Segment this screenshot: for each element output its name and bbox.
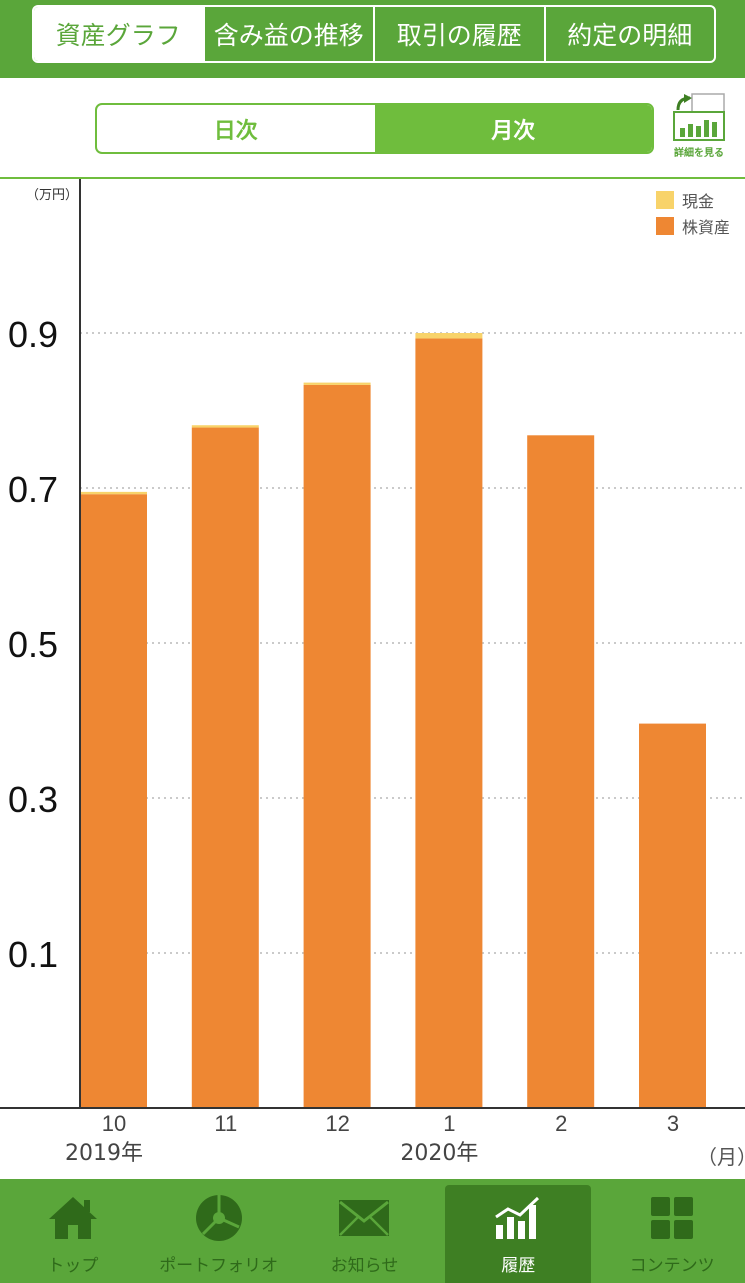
- bar-stock: [527, 435, 594, 1108]
- y-axis-unit: （万円）: [26, 184, 78, 203]
- legend-item-cash: 現金: [656, 187, 730, 213]
- tab-execution-details[interactable]: 約定の明細: [544, 7, 715, 61]
- bar-cash: [192, 425, 259, 427]
- nav-history[interactable]: 履歴: [445, 1185, 591, 1283]
- grid-icon: [646, 1193, 698, 1243]
- daily-button[interactable]: 日次: [97, 105, 375, 152]
- bar-cash: [80, 492, 147, 494]
- top-tab-bar: 資産グラフ 含み益の推移 取引の履歴 約定の明細: [0, 0, 745, 78]
- tab-trade-history[interactable]: 取引の履歴: [373, 7, 544, 61]
- bottom-nav: トップ ポートフォリオ お知らせ: [0, 1179, 745, 1283]
- x-tick-label: 12: [325, 1111, 349, 1136]
- nav-portfolio[interactable]: ポートフォリオ: [146, 1179, 292, 1283]
- y-tick-label: 0.1: [8, 934, 58, 975]
- x-axis-unit: （月）: [697, 1141, 745, 1170]
- asset-chart: 0.10.30.50.70.9102019年111212020年23 （万円） …: [0, 179, 745, 1179]
- y-tick-label: 0.7: [8, 469, 58, 510]
- period-toggle: 日次 月次: [95, 103, 654, 154]
- home-icon: [47, 1193, 99, 1243]
- x-tick-label: 1: [443, 1111, 455, 1136]
- bar-cash: [415, 333, 482, 338]
- x-tick-label: 11: [214, 1111, 237, 1136]
- bar-chart-detail-icon: [667, 92, 731, 142]
- x-tick-label: 3: [667, 1111, 679, 1136]
- y-tick-label: 0.3: [8, 779, 58, 820]
- nav-label-portfolio: ポートフォリオ: [159, 1251, 278, 1276]
- period-toolbar: 日次 月次 詳細を見る: [0, 78, 745, 179]
- bar-stock: [192, 428, 259, 1108]
- legend-swatch-stock: [656, 217, 674, 235]
- x-year-label: 2020年: [400, 1141, 478, 1166]
- tab-unrealized-gain[interactable]: 含み益の推移: [203, 7, 374, 61]
- nav-contents[interactable]: コンテンツ: [599, 1179, 745, 1283]
- monthly-button[interactable]: 月次: [375, 105, 653, 152]
- nav-notices[interactable]: お知らせ: [292, 1179, 438, 1283]
- legend-swatch-cash: [656, 191, 674, 209]
- detail-button-label: 詳細を見る: [667, 144, 731, 159]
- tab-asset-graph[interactable]: 資産グラフ: [34, 7, 203, 61]
- x-tick-label: 2: [555, 1111, 567, 1136]
- tab-group: 資産グラフ 含み益の推移 取引の履歴 約定の明細: [32, 5, 716, 63]
- nav-label-notices: お知らせ: [331, 1251, 399, 1276]
- y-tick-label: 0.5: [8, 624, 58, 665]
- x-year-label: 2019年: [65, 1141, 143, 1166]
- legend-label-stock: 株資産: [682, 214, 730, 238]
- nav-label-top: トップ: [47, 1251, 98, 1276]
- history-chart-icon: [492, 1193, 544, 1243]
- x-tick-label: 10: [102, 1111, 126, 1136]
- bar-stock: [80, 494, 147, 1108]
- mail-icon: [338, 1193, 390, 1243]
- nav-top[interactable]: トップ: [0, 1179, 146, 1283]
- bar-cash: [304, 383, 371, 385]
- bar-stock: [304, 385, 371, 1108]
- nav-label-history: 履歴: [501, 1251, 535, 1276]
- y-tick-label: 0.9: [8, 314, 58, 355]
- pie-chart-icon: [193, 1193, 245, 1243]
- detail-button[interactable]: 詳細を見る: [667, 92, 731, 166]
- legend-item-stock: 株資産: [656, 213, 730, 239]
- bar-stock: [415, 338, 482, 1108]
- legend-label-cash: 現金: [682, 188, 714, 212]
- bar-stock: [639, 724, 706, 1108]
- nav-label-contents: コンテンツ: [630, 1251, 715, 1276]
- chart-legend: 現金 株資産: [656, 187, 730, 239]
- chart-canvas: 0.1 0.3 0.5 0.7 0.9 10 2019年 11 12 1 2020年 2 3: [0, 179, 745, 1179]
